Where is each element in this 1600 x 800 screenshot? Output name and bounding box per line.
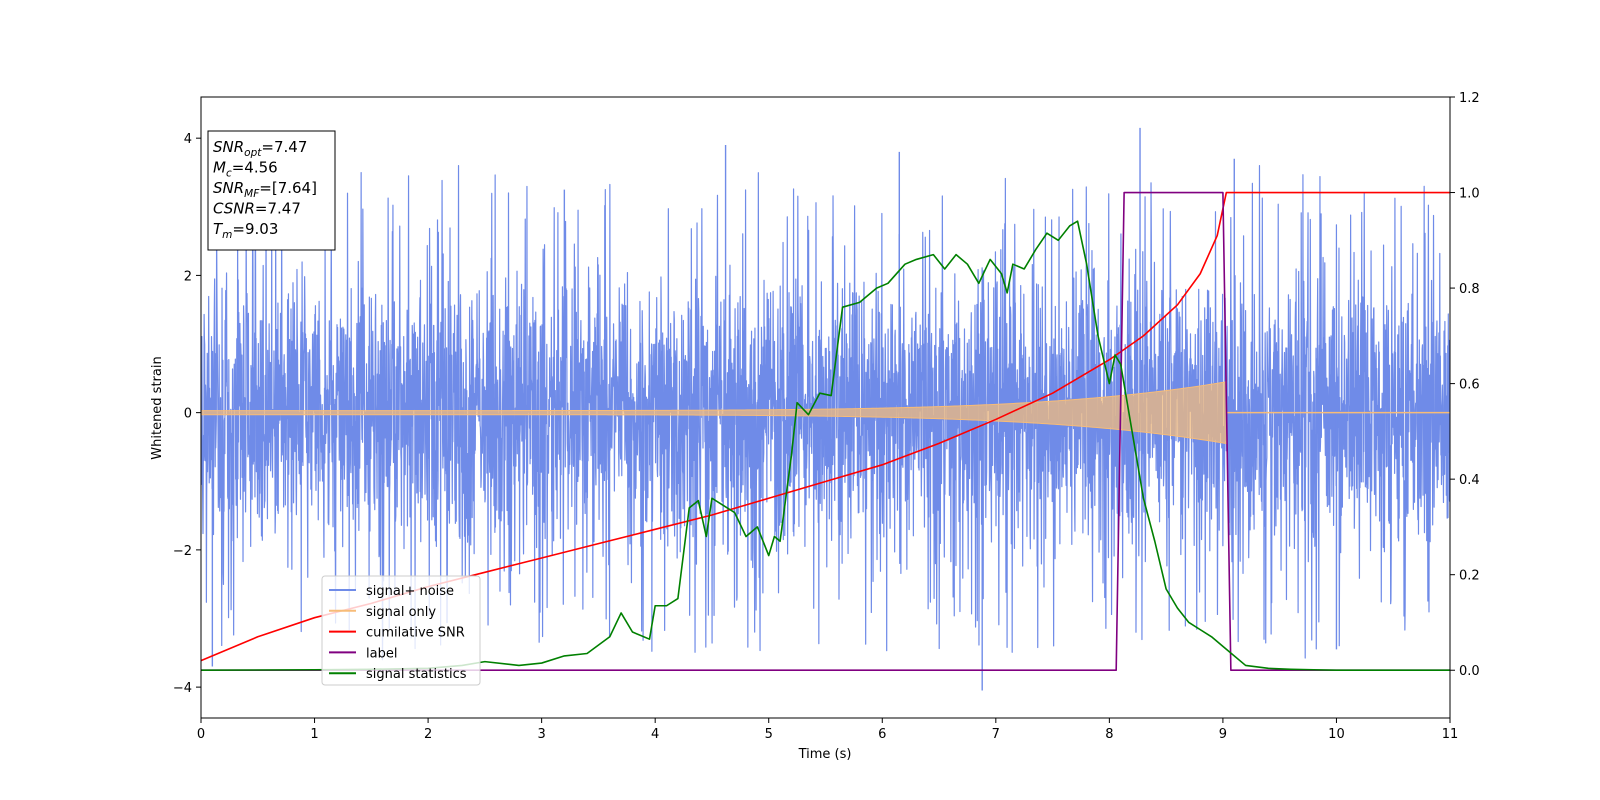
y-right-tick-label: 0.2 [1459, 569, 1480, 584]
label-line [201, 191, 1450, 672]
annotation-line: Mc=4.56 [213, 159, 278, 180]
x-tick-label: 3 [537, 727, 545, 742]
y-axis-left-label: Whitened strain [150, 356, 165, 459]
legend: signal+ noise signal only cumilative SNR la… [321, 575, 481, 686]
x-tick-label: 11 [1442, 727, 1459, 742]
legend-label: signal statistics [366, 667, 467, 682]
x-tick-label: 0 [197, 727, 205, 742]
x-tick-label: 5 [765, 727, 773, 742]
x-axis: 0 1 2 3 4 5 6 7 8 9 10 11 [197, 718, 1458, 742]
y-left-tick-label: 4 [184, 132, 192, 147]
y-left-tick-label: 2 [184, 269, 192, 284]
annotation-line: SNRopt=7.47 [213, 138, 307, 159]
series-signal-noise [201, 127, 1450, 691]
x-tick-label: 9 [1219, 727, 1227, 742]
x-tick-label: 4 [651, 727, 659, 742]
legend-label: signal+ noise [366, 584, 454, 599]
annotation-line: SNRMF=[7.64] [213, 179, 317, 200]
x-tick-label: 7 [992, 727, 1000, 742]
x-axis-label: Time (s) [798, 747, 852, 762]
annotation-line: CSNR=7.47 [213, 200, 301, 218]
y-right-tick-label: 1.2 [1459, 91, 1480, 106]
y-right-tick-label: 0.4 [1459, 473, 1480, 488]
y-left-tick-label: −4 [173, 681, 192, 696]
legend-label: label [366, 646, 397, 661]
y-left-tick-label: 0 [184, 407, 192, 422]
x-tick-label: 10 [1328, 727, 1345, 742]
y-axis-left: −4 −2 0 2 4 [173, 132, 201, 696]
plot-frame [200, 96, 1451, 719]
legend-label: cumilative SNR [366, 626, 465, 641]
signal-noise-line [201, 165, 1450, 661]
x-tick-label: 8 [1105, 727, 1113, 742]
annotation-line: Tm=9.03 [213, 220, 278, 241]
legend-label: signal only [366, 605, 436, 620]
x-tick-label: 1 [310, 727, 318, 742]
y-axis-right: 0.0 0.2 0.4 0.6 0.8 1.0 1.2 [1450, 91, 1480, 679]
x-tick-label: 6 [878, 727, 886, 742]
y-right-tick-label: 0.0 [1459, 664, 1480, 679]
y-right-tick-label: 0.8 [1459, 282, 1480, 297]
signal-statistics-line [201, 220, 1450, 672]
y-left-tick-label: −2 [173, 544, 192, 559]
x-tick-label: 2 [424, 727, 432, 742]
y-right-tick-label: 0.6 [1459, 378, 1480, 393]
y-right-tick-label: 1.0 [1459, 187, 1480, 202]
